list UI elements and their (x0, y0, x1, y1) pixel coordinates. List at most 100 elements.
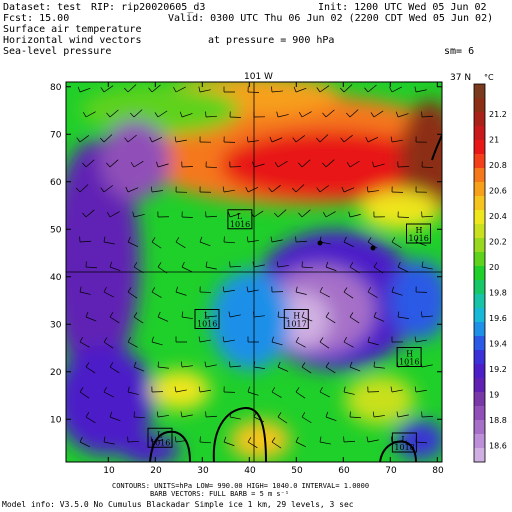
wind-barb (367, 84, 377, 93)
wind-barb (229, 314, 241, 318)
colorbar-swatch (474, 210, 485, 225)
pressure-center-type: H (293, 312, 300, 321)
wind-barb (277, 416, 288, 424)
wind-barb (133, 316, 144, 324)
wind-barb-flag (246, 286, 249, 293)
pressure-center-type: L (401, 435, 407, 444)
wind-barb-flag (348, 211, 351, 218)
wind-barb-flag (319, 337, 324, 343)
colorbar-swatch (474, 84, 485, 99)
wind-barb-flag (390, 436, 393, 443)
wind-barb (277, 160, 288, 168)
isobar-contours (149, 134, 442, 462)
wind-barb-flag (151, 336, 154, 343)
wind-barb-flag (372, 411, 375, 418)
wind-barb-flag (316, 187, 321, 193)
wind-barb-flag (85, 362, 90, 368)
wind-barb (343, 341, 354, 348)
wind-barb (325, 211, 336, 218)
wind-barb-flag (325, 312, 330, 318)
wind-barb-flag (415, 236, 419, 243)
wind-barb (271, 90, 283, 93)
wind-barb (85, 366, 96, 374)
wind-barb-flag (271, 86, 273, 93)
wind-barb-flag (325, 411, 329, 418)
wind-barb (127, 440, 140, 443)
wind-barb-flag (100, 87, 105, 93)
wind-barb (295, 441, 307, 448)
pressure-center-type: L (237, 212, 243, 221)
wind-barb (349, 109, 359, 118)
wind-barb-flag (246, 136, 249, 143)
wind-barb-flag (223, 436, 227, 443)
wind-barb (205, 166, 218, 168)
y-tick-label: 60 (50, 178, 62, 188)
wind-barb (79, 184, 89, 193)
wind-barb (133, 416, 145, 419)
y-tick-label: 50 (50, 225, 62, 235)
wind-barb-flag (77, 86, 81, 93)
barb-info: BARB VECTORS: FULL BARB = 5 m s⁻¹ (150, 490, 290, 498)
wind-barb (133, 109, 143, 118)
wind-barb (421, 315, 433, 318)
wind-barb-flag (198, 336, 201, 343)
wind-barb (421, 364, 433, 368)
colorbar-swatch (474, 238, 485, 253)
wind-barb (319, 391, 330, 398)
wind-barb (421, 115, 433, 118)
wind-barb (175, 389, 187, 393)
wind-barb (295, 87, 307, 93)
field-slp-label: Sea-level pressure (3, 46, 112, 57)
wind-barb (277, 209, 287, 218)
colorbar-label: 20.4 (489, 212, 507, 221)
wind-barb-flag (75, 187, 81, 193)
x-tick-label: 50 (291, 466, 303, 476)
wind-barb-flag (130, 112, 135, 118)
wind-barb-flag (154, 112, 159, 118)
wind-barb (295, 135, 306, 143)
wind-barb-flag (340, 87, 345, 93)
wind-barb-flag (367, 237, 372, 243)
colorbar-swatch (474, 126, 485, 141)
wind-barb (127, 391, 139, 395)
colorbar-swatch (474, 98, 485, 113)
wind-barb-flag (151, 237, 156, 243)
colorbar-swatch (474, 336, 485, 351)
wind-barb (271, 137, 283, 143)
wind-barb-flag (109, 362, 114, 368)
wind-barb-flag (175, 237, 180, 243)
wind-barb-flag (277, 311, 279, 318)
wind-barb (367, 291, 378, 298)
wind-barb (79, 341, 90, 348)
wind-barb-flag (124, 137, 129, 143)
wind-barb (295, 341, 306, 348)
x-tick-label: 30 (197, 466, 209, 476)
wind-barb-flag (130, 162, 135, 168)
wind-barb (319, 291, 330, 298)
wind-barb-flag (370, 112, 375, 118)
wind-barb (229, 416, 241, 420)
x-tick-label: 80 (432, 466, 444, 476)
wind-barb (133, 160, 144, 168)
wind-barb (151, 341, 163, 346)
wind-barb-flag (364, 87, 369, 93)
wind-barb-flag (271, 437, 276, 443)
wind-barb (157, 415, 169, 418)
wind-barb-flag (150, 186, 153, 193)
wind-barb-flag (174, 136, 177, 143)
wind-barb (103, 291, 114, 298)
wind-barb (223, 189, 235, 193)
wind-barb (103, 134, 113, 143)
wind-barb (79, 391, 90, 399)
wind-barb (181, 113, 193, 118)
wind-barb-flag (349, 262, 354, 268)
wind-barb-flag (103, 236, 106, 243)
wind-barb (397, 266, 409, 273)
wind-barb (397, 414, 409, 418)
colorbar-swatch (474, 112, 485, 127)
wind-barb (175, 241, 186, 249)
wind-barb-flag (395, 111, 399, 118)
colorbar-label: 19.8 (489, 289, 507, 298)
